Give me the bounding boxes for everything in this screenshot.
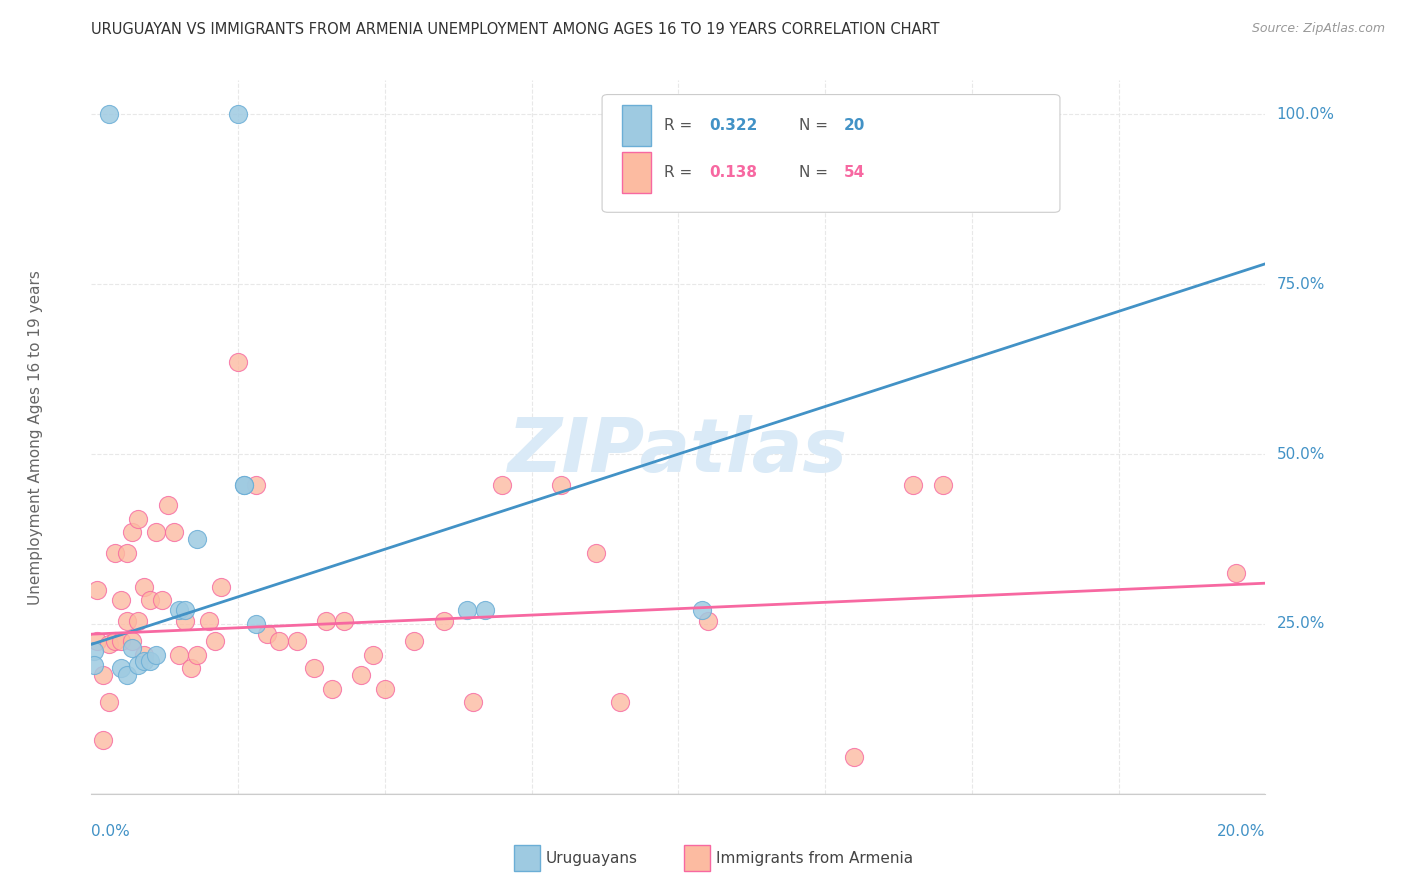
Point	[204, 634, 226, 648]
Point	[491, 477, 513, 491]
Bar	[515, 846, 540, 871]
Point	[121, 640, 143, 655]
Point	[169, 648, 191, 662]
Point	[186, 648, 208, 662]
Point	[903, 477, 925, 491]
Text: N =: N =	[800, 165, 834, 180]
Text: 75.0%: 75.0%	[1277, 277, 1324, 292]
Point	[145, 525, 167, 540]
Point	[304, 661, 326, 675]
Text: 20: 20	[844, 118, 865, 133]
Point	[83, 657, 105, 672]
Point	[134, 654, 156, 668]
Point	[169, 603, 191, 617]
Point	[127, 657, 149, 672]
Point	[269, 634, 291, 648]
Text: 54: 54	[844, 165, 865, 180]
Text: ZIPatlas: ZIPatlas	[509, 415, 848, 488]
Point	[150, 593, 173, 607]
Point	[91, 732, 114, 747]
Point	[139, 593, 162, 607]
Point	[180, 661, 202, 675]
Point	[156, 498, 179, 512]
Point	[197, 614, 219, 628]
Point	[245, 477, 267, 491]
Point	[609, 695, 631, 709]
Point	[145, 648, 167, 662]
Point	[321, 681, 343, 696]
Text: 25.0%: 25.0%	[1277, 616, 1324, 632]
Point	[174, 614, 197, 628]
Point	[162, 525, 184, 540]
Point	[432, 614, 454, 628]
Point	[115, 546, 138, 560]
Text: 50.0%: 50.0%	[1277, 447, 1324, 461]
Point	[245, 617, 267, 632]
Point	[456, 603, 478, 617]
Text: Immigrants from Armenia: Immigrants from Armenia	[716, 851, 912, 865]
Point	[361, 648, 384, 662]
Point	[461, 695, 484, 709]
Point	[186, 532, 208, 546]
Point	[104, 546, 127, 560]
Point	[134, 580, 156, 594]
Bar	[621, 104, 651, 146]
Text: Source: ZipAtlas.com: Source: ZipAtlas.com	[1251, 22, 1385, 36]
Point	[209, 580, 232, 594]
Point	[110, 661, 132, 675]
Text: 0.322: 0.322	[709, 118, 758, 133]
Text: URUGUAYAN VS IMMIGRANTS FROM ARMENIA UNEMPLOYMENT AMONG AGES 16 TO 19 YEARS CORR: URUGUAYAN VS IMMIGRANTS FROM ARMENIA UNE…	[91, 22, 939, 37]
Point	[333, 614, 356, 628]
Point	[233, 477, 256, 491]
Text: N =: N =	[800, 118, 834, 133]
Point	[1225, 566, 1247, 580]
Point	[374, 681, 396, 696]
Point	[931, 477, 953, 491]
Text: R =: R =	[664, 118, 697, 133]
Point	[844, 749, 866, 764]
Text: 100.0%: 100.0%	[1277, 107, 1334, 122]
Point	[121, 525, 143, 540]
Point	[696, 614, 718, 628]
Point	[233, 477, 256, 491]
Point	[585, 546, 607, 560]
Point	[121, 634, 143, 648]
Text: 0.0%: 0.0%	[91, 824, 131, 839]
Text: Unemployment Among Ages 16 to 19 years: Unemployment Among Ages 16 to 19 years	[28, 269, 42, 605]
Point	[127, 511, 149, 525]
Text: 20.0%: 20.0%	[1218, 824, 1265, 839]
Point	[98, 695, 121, 709]
Point	[115, 668, 138, 682]
Point	[127, 614, 149, 628]
Point	[256, 627, 278, 641]
Point	[226, 355, 249, 369]
Point	[86, 634, 108, 648]
Point	[110, 593, 132, 607]
Point	[139, 654, 162, 668]
Point	[115, 614, 138, 628]
FancyBboxPatch shape	[602, 95, 1060, 212]
Point	[91, 668, 114, 682]
Point	[350, 668, 373, 682]
Point	[110, 634, 132, 648]
Point	[134, 648, 156, 662]
Text: Uruguayans: Uruguayans	[546, 851, 638, 865]
Point	[315, 614, 337, 628]
Point	[474, 603, 496, 617]
Bar	[685, 846, 710, 871]
Text: 0.138: 0.138	[709, 165, 756, 180]
Point	[104, 634, 127, 648]
Text: R =: R =	[664, 165, 697, 180]
Bar	[621, 152, 651, 193]
Point	[98, 107, 121, 121]
Point	[404, 634, 426, 648]
Point	[690, 603, 713, 617]
Point	[550, 477, 572, 491]
Point	[86, 582, 108, 597]
Point	[285, 634, 308, 648]
Point	[83, 644, 105, 658]
Point	[226, 107, 249, 121]
Point	[98, 637, 121, 651]
Point	[174, 603, 197, 617]
